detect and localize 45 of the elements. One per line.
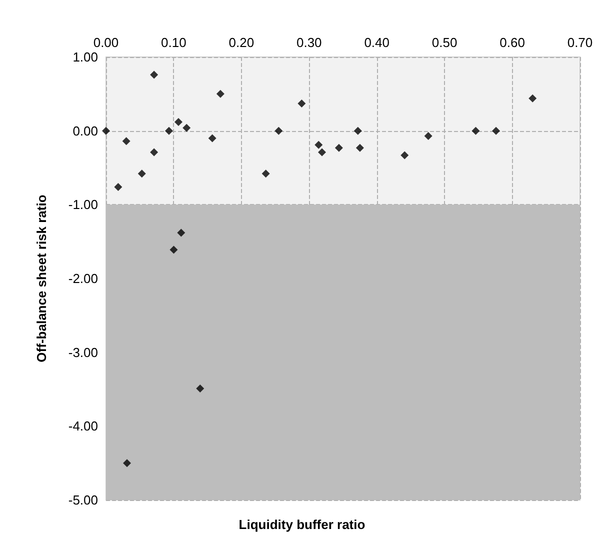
- point: [138, 170, 146, 178]
- point: [314, 140, 323, 149]
- point: [274, 126, 283, 135]
- y-tick-label: 0.00: [72, 123, 98, 138]
- x-tick-label: 0.50: [432, 35, 458, 50]
- x-tick-label: 0.30: [296, 35, 322, 50]
- x-tick-label: 0.10: [161, 35, 186, 50]
- x-tick-label: 0.40: [364, 35, 390, 50]
- point: [182, 124, 191, 132]
- point: [208, 134, 216, 142]
- point: [102, 126, 110, 135]
- point: [354, 126, 362, 135]
- x-axis-title: Liquidity buffer ratio: [238, 517, 366, 532]
- point: [334, 144, 343, 152]
- point: [216, 90, 224, 98]
- point: [196, 384, 204, 393]
- x-tick-label: 0.00: [93, 35, 119, 50]
- point: [150, 70, 158, 79]
- point: [400, 151, 409, 160]
- point: [170, 246, 178, 254]
- point: [262, 170, 270, 178]
- x-tick-label: 0.70: [567, 35, 593, 50]
- point: [177, 228, 186, 237]
- point: [492, 126, 500, 135]
- point: [318, 148, 326, 156]
- y-tick-label: -3.00: [68, 344, 98, 360]
- point: [122, 459, 131, 468]
- y-tick-label: -5.00: [68, 492, 98, 508]
- point: [174, 118, 182, 126]
- y-axis-title: Off-balance sheet risk ratio: [34, 194, 49, 362]
- point: [424, 132, 432, 140]
- point: [298, 100, 306, 108]
- y-tick-label: -2.00: [68, 271, 98, 286]
- y-tick-label: -1.00: [68, 197, 98, 212]
- x-tick-label: 0.60: [500, 35, 525, 50]
- point: [164, 126, 173, 135]
- y-tick-label: 1.00: [72, 50, 98, 64]
- point: [356, 144, 364, 152]
- x-tick-label: 0.20: [228, 35, 254, 50]
- point: [150, 148, 158, 156]
- point: [122, 137, 130, 146]
- point: [528, 94, 537, 102]
- y-tick-label: -4.00: [68, 418, 98, 434]
- point: [472, 126, 480, 135]
- point: [114, 182, 122, 191]
